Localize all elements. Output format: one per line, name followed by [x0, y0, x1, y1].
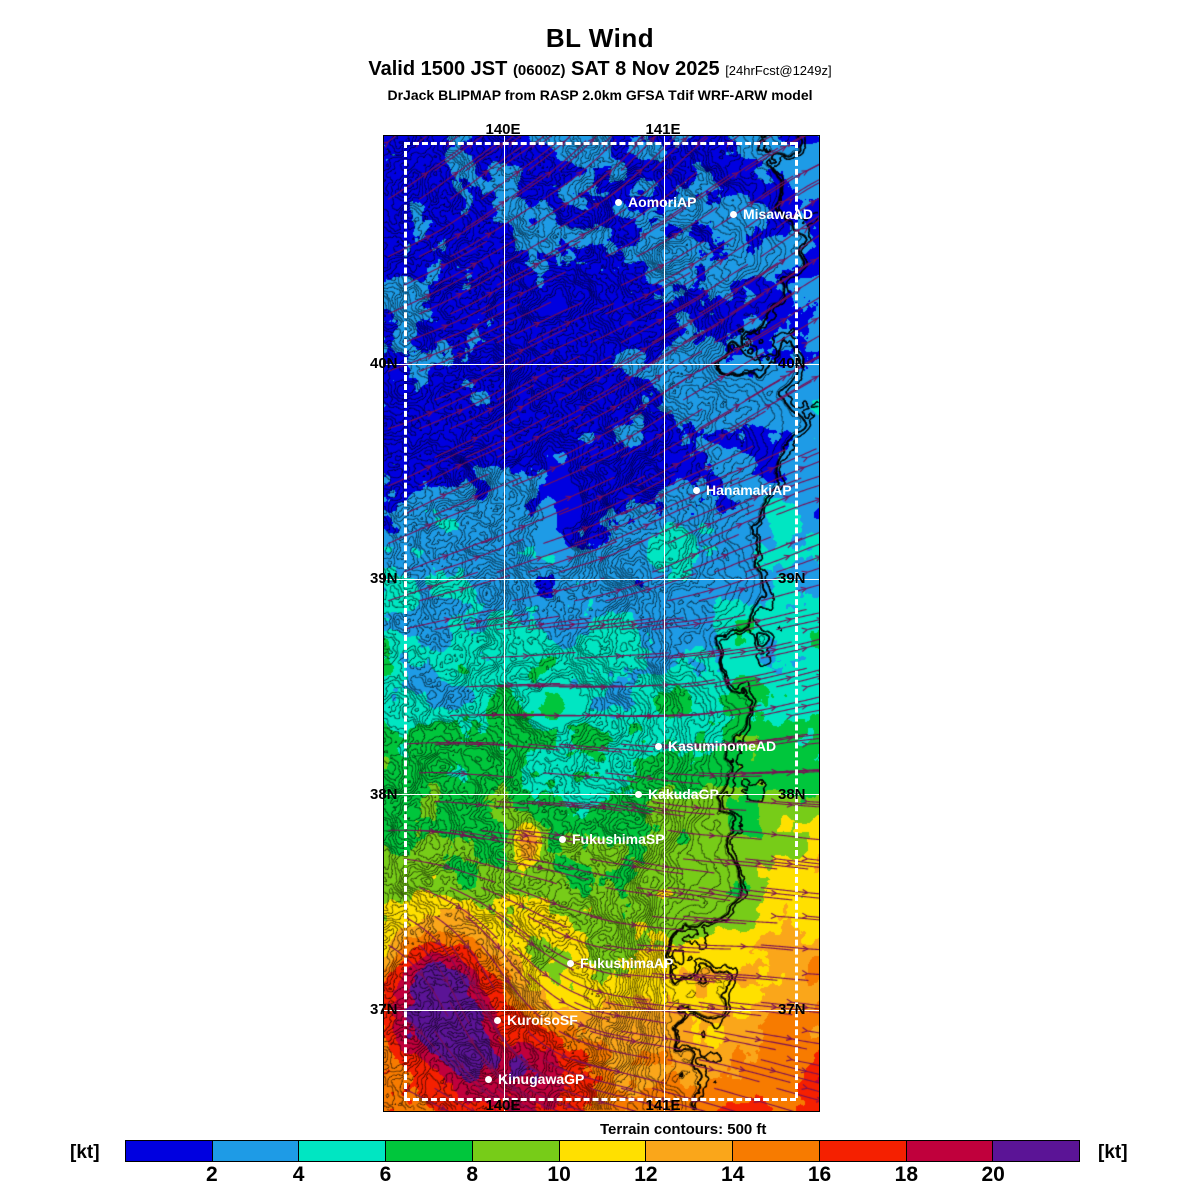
lon-label-bottom-141E: 141E	[645, 1097, 681, 1114]
station-label: KuroisoSF	[507, 1012, 578, 1028]
model-source-line: DrJack BLIPMAP from RASP 2.0km GFSA Tdif…	[387, 87, 813, 103]
colorbar-tick-10: 10	[547, 1163, 571, 1186]
station-marker[interactable]: FukushimaAP	[567, 956, 673, 970]
colorbar-segment-2	[299, 1141, 387, 1161]
lat-label-right-39N: 39N	[778, 570, 806, 587]
subdomain-boundary-right	[795, 142, 798, 1098]
station-dot-icon	[494, 1016, 501, 1024]
colorbar-tick-8: 8	[466, 1163, 479, 1186]
colorbar-segment-10	[993, 1141, 1080, 1161]
terrain-contour-caption: Terrain contours: 500 ft	[600, 1121, 767, 1138]
station-label: MisawaAD	[743, 206, 814, 222]
colorbar-tick-2: 2	[205, 1163, 218, 1186]
station-marker[interactable]: KinugawaGP	[485, 1072, 584, 1086]
subdomain-boundary-bottom	[404, 1098, 796, 1101]
lat-label-left-39N: 39N	[370, 570, 398, 587]
gridline-lon-141E	[664, 136, 665, 1111]
lat-label-left-40N: 40N	[370, 355, 398, 372]
colorbar-tick-6: 6	[379, 1163, 392, 1186]
station-marker[interactable]: FukushimaSP	[559, 832, 665, 846]
station-dot-icon	[559, 835, 566, 843]
lat-label-right-40N: 40N	[778, 355, 806, 372]
station-marker[interactable]: KasuminomeAD	[655, 739, 776, 753]
station-dot-icon	[635, 790, 642, 798]
station-label: KasuminomeAD	[668, 738, 777, 754]
valid-date: SAT 8 Nov 2025	[571, 58, 720, 80]
station-dot-icon	[730, 210, 737, 218]
subdomain-boundary-top	[404, 142, 796, 145]
station-dot-icon	[615, 198, 622, 206]
station-label: FukushimaSP	[572, 831, 665, 847]
gridline-lat-39N	[384, 579, 819, 580]
colorbar-tick-12: 12	[634, 1163, 658, 1186]
station-marker[interactable]: MisawaAD	[730, 207, 813, 221]
forecast-tag: [24hrFcst@1249z]	[725, 63, 832, 78]
colorbar-unit-left: [kt]	[70, 1142, 100, 1163]
lat-label-left-38N: 38N	[370, 786, 398, 803]
subdomain-boundary-left	[404, 142, 407, 1098]
colorbar-swatches	[125, 1140, 1080, 1162]
colorbar-segment-0	[126, 1141, 213, 1161]
colorbar-segment-8	[819, 1141, 907, 1161]
station-label: AomoriAP	[628, 194, 697, 210]
colorbar-segment-5	[559, 1141, 647, 1161]
colorbar-tick-18: 18	[894, 1163, 919, 1186]
valid-time-line: Valid 1500 JST (0600Z) SAT 8 Nov 2025 [2…	[0, 58, 1200, 82]
gridline-lat-37N	[384, 1010, 819, 1011]
station-marker[interactable]: HanamakiAP	[693, 483, 792, 497]
station-label: KinugawaGP	[498, 1071, 585, 1087]
colorbar-tick-4: 4	[292, 1163, 305, 1186]
station-dot-icon	[693, 486, 700, 494]
station-label: KakudaGP	[648, 786, 719, 802]
gridline-lat-40N	[384, 364, 819, 365]
station-marker[interactable]: AomoriAP	[615, 195, 696, 209]
station-dot-icon	[567, 959, 574, 967]
colorbar-segment-6	[646, 1141, 734, 1161]
station-label: FukushimaAP	[580, 955, 674, 971]
colorbar-unit-right: [kt]	[1098, 1142, 1128, 1163]
gridline-lon-140E	[504, 136, 505, 1111]
station-dot-icon	[485, 1075, 492, 1083]
valid-time-prefix: Valid 1500 JST	[368, 58, 508, 80]
lat-label-right-38N: 38N	[778, 786, 806, 803]
lon-label-bottom-140E: 140E	[485, 1097, 521, 1114]
colorbar-tick-20: 20	[981, 1163, 1005, 1186]
gridline-lat-38N	[384, 794, 819, 795]
colorbar-segment-9	[906, 1141, 994, 1161]
colorbar-tick-14: 14	[721, 1163, 745, 1186]
lat-label-right-37N: 37N	[778, 1001, 806, 1018]
title-block: BL Wind Valid 1500 JST (0600Z) SAT 8 Nov…	[0, 0, 1200, 103]
station-marker[interactable]: KuroisoSF	[494, 1013, 578, 1027]
colorbar-legend: [kt] [kt] 2 4 6 8 10 12 14 16 18 20	[0, 1136, 1200, 1196]
colorbar-segment-1	[212, 1141, 300, 1161]
station-dot-icon	[655, 742, 662, 750]
station-label: HanamakiAP	[706, 482, 792, 498]
wind-speed-heatmap	[384, 136, 819, 1111]
lon-label-top-141E: 141E	[645, 121, 681, 138]
station-marker[interactable]: KakudaGP	[635, 787, 719, 801]
colorbar-segment-4	[472, 1141, 560, 1161]
weather-map[interactable]: AomoriAP MisawaAD HanamakiAP KasuminomeAD Ka…	[383, 135, 820, 1112]
colorbar-segment-3	[386, 1141, 473, 1161]
colorbar-tick-16: 16	[807, 1163, 832, 1186]
lon-label-top-140E: 140E	[485, 121, 521, 138]
colorbar-segment-7	[733, 1141, 820, 1161]
valid-time-utc: (0600Z)	[512, 62, 566, 79]
lat-label-left-37N: 37N	[370, 1001, 398, 1018]
page-title: BL Wind	[545, 23, 655, 53]
